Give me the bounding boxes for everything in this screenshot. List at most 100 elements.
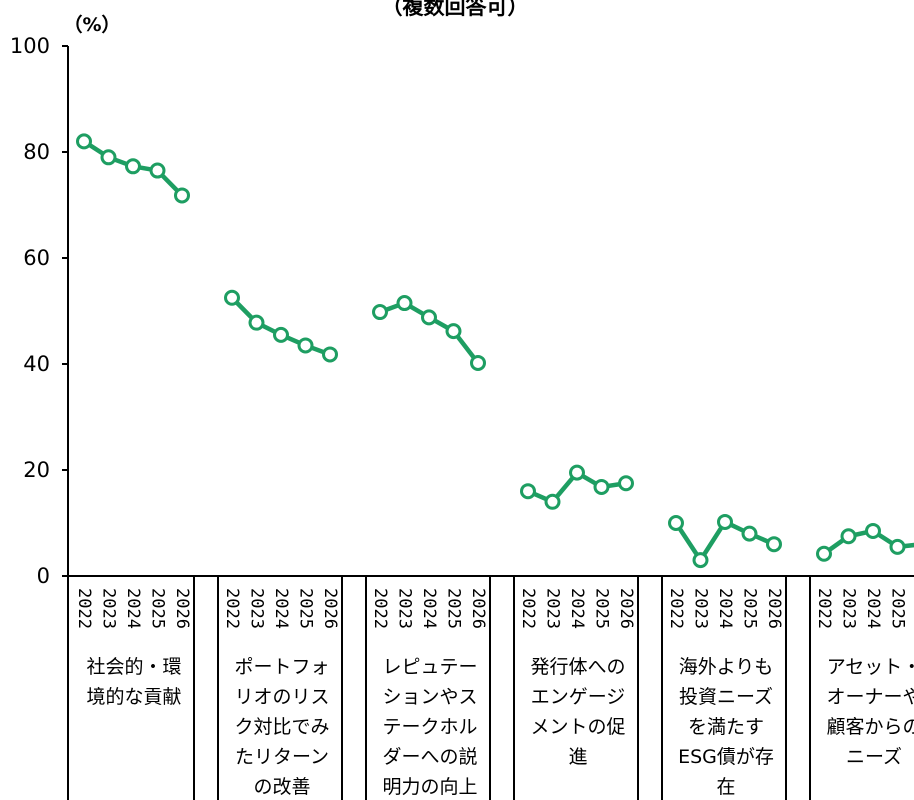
x-tick-label: 2026 <box>616 588 636 629</box>
x-axis-year-labels: 2022 2023 2024 2025 2026 2022 2023 2024 2025 2026… <box>74 588 914 629</box>
x-tick-label: 2026 <box>764 588 784 629</box>
category-label-line: レピュテー <box>382 656 477 678</box>
x-tick-label: 2026 <box>320 588 340 629</box>
y-tick-label: 60 <box>23 246 50 270</box>
x-tick-label: 2026 <box>172 588 192 629</box>
x-tick-label: 2024 <box>863 588 883 629</box>
x-tick-label: 2026 <box>912 588 914 629</box>
category-label-line: たリターン <box>235 746 329 768</box>
category-label-line: リオのリス <box>234 686 329 708</box>
category-label-line: 投資ニーズ <box>679 686 773 708</box>
data-point <box>174 187 190 204</box>
axes <box>67 46 914 577</box>
x-tick-label: 2025 <box>296 588 316 629</box>
category-label-line: アセット・ <box>827 656 914 678</box>
x-tick-label: 2022 <box>74 588 94 629</box>
data-point <box>125 158 141 175</box>
data-point <box>741 525 758 542</box>
y-tick-label: 20 <box>23 458 50 482</box>
x-tick-label: 2024 <box>271 588 291 629</box>
category-label-line: ションやス <box>382 686 477 708</box>
chart-title: （複数回答可） <box>382 0 529 19</box>
category-label-line: 境的な貢献 <box>86 686 181 708</box>
category-label-line: 発行体への <box>530 656 625 678</box>
x-tick-label: 2025 <box>148 588 168 629</box>
data-point <box>593 478 610 495</box>
x-tick-label: 2022 <box>370 588 390 629</box>
category-label-line: ESG債が存 <box>678 746 774 768</box>
category-label-line: ク対比でみ <box>234 716 329 738</box>
category-label-line: 社会的・環 <box>86 656 181 678</box>
category-label-line: の改善 <box>253 776 310 798</box>
data-point <box>692 552 709 569</box>
y-axis-ticks: 0 20 40 60 80 100 <box>10 34 68 588</box>
x-tick-label: 2024 <box>715 588 735 629</box>
data-point <box>717 513 733 530</box>
x-tick-label: 2023 <box>395 588 415 629</box>
data-point <box>224 289 240 306</box>
category-label-line: 進 <box>568 746 587 768</box>
x-tick-label: 2022 <box>222 588 242 629</box>
category-label-line: テークホル <box>382 716 477 738</box>
data-point <box>470 354 486 371</box>
x-tick-label: 2023 <box>99 588 119 629</box>
data-series <box>76 133 914 569</box>
x-tick-label: 2023 <box>839 588 859 629</box>
x-tick-label: 2023 <box>543 588 563 629</box>
x-tick-label: 2022 <box>518 588 538 629</box>
category-label-line: エンゲージ <box>531 686 626 708</box>
x-tick-label: 2022 <box>666 588 686 629</box>
data-point <box>816 545 832 562</box>
y-tick-label: 0 <box>37 564 50 588</box>
data-point <box>248 314 265 331</box>
data-point <box>149 162 166 179</box>
data-point <box>396 295 413 312</box>
y-tick-label: 80 <box>23 140 50 164</box>
x-tick-label: 2025 <box>444 588 464 629</box>
data-point <box>544 493 561 510</box>
category-label-line: メントの促 <box>530 716 625 738</box>
category-label-line: を満たす <box>688 716 764 738</box>
series-line <box>229 295 333 357</box>
x-tick-label: 2022 <box>814 588 834 629</box>
category-label-line: 在 <box>716 776 735 798</box>
x-tick-label: 2025 <box>740 588 760 629</box>
x-tick-label: 2024 <box>419 588 439 629</box>
x-tick-label: 2024 <box>567 588 587 629</box>
data-point <box>445 323 462 340</box>
data-point <box>421 309 437 326</box>
data-point <box>273 326 289 343</box>
y-tick-label: 40 <box>23 352 50 376</box>
data-point <box>76 133 92 150</box>
category-label-line: 顧客からの <box>826 716 914 738</box>
x-tick-label: 2025 <box>888 588 908 629</box>
x-tick-label: 2023 <box>247 588 267 629</box>
data-point <box>668 515 684 531</box>
data-point <box>100 149 117 166</box>
category-label-line: 明力の向上 <box>382 776 477 798</box>
data-point <box>618 475 634 492</box>
y-axis-unit: （%） <box>63 13 120 36</box>
category-separators <box>67 576 811 800</box>
data-point <box>865 522 881 539</box>
data-point <box>322 346 338 363</box>
data-point <box>766 536 782 553</box>
data-point <box>372 304 388 321</box>
x-tick-label: 2026 <box>468 588 488 629</box>
data-point <box>569 464 585 481</box>
category-label-line: ニーズ <box>846 746 902 768</box>
y-tick-label: 100 <box>10 34 50 58</box>
data-point <box>840 528 857 545</box>
category-label-line: 海外よりも <box>679 656 774 678</box>
data-point <box>520 483 536 500</box>
x-tick-label: 2023 <box>691 588 711 629</box>
category-label-line: オーナーや <box>826 686 914 708</box>
x-tick-label: 2024 <box>123 588 143 629</box>
x-tick-label: 2025 <box>592 588 612 629</box>
data-point <box>889 538 906 555</box>
category-label-line: ダーへの説 <box>382 746 477 768</box>
data-point <box>297 337 314 354</box>
category-label-line: ポートフォ <box>234 656 329 678</box>
